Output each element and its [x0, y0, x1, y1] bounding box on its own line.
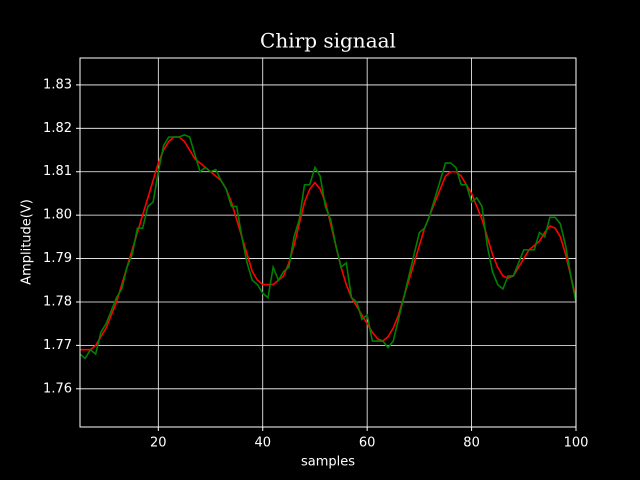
series-line [79, 133, 577, 360]
x-tick-label: 60 [359, 436, 376, 451]
y-tick-label: 1.81 [43, 164, 72, 179]
x-tick-label: 40 [254, 436, 271, 451]
y-tick-label: 1.77 [43, 338, 72, 353]
y-tick-label: 1.78 [43, 294, 72, 309]
chart-title: Chirp signaal [260, 29, 396, 53]
y-tick-label: 1.80 [43, 208, 72, 223]
x-tick-label: 100 [564, 436, 589, 451]
y-tick-label: 1.76 [43, 381, 72, 396]
plot-frame [79, 57, 577, 428]
y-tick-label: 1.83 [43, 77, 72, 92]
y-axis-label: Amplitude(V) [20, 199, 35, 285]
y-tick-label: 1.82 [43, 121, 72, 136]
x-tick-label: 20 [150, 436, 167, 451]
y-tick-label: 1.79 [43, 251, 72, 266]
x-axis-label: samples [301, 455, 355, 470]
x-tick-label: 80 [463, 436, 480, 451]
